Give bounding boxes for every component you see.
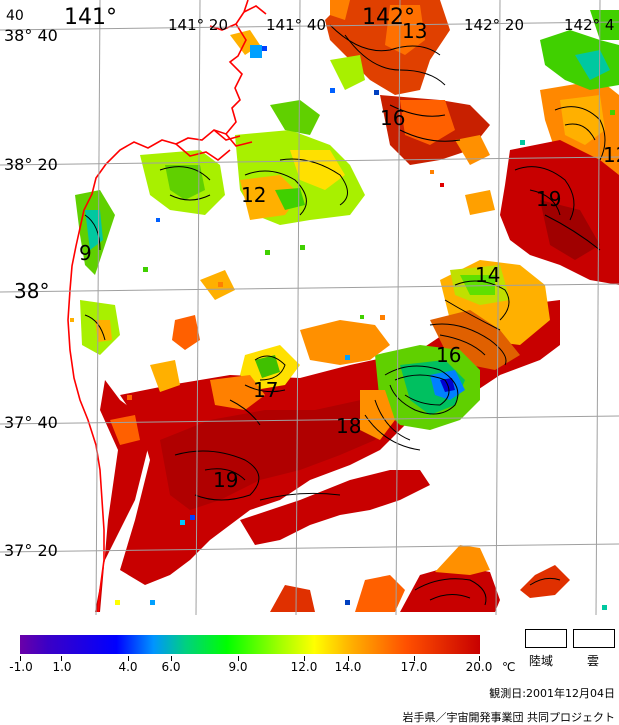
colorbar-tick (128, 656, 129, 661)
contour-lines (84, 24, 606, 606)
colorbar-tick (348, 656, 349, 661)
contour-14: 14 (475, 263, 500, 287)
colorbar-label-4: 4.0 (118, 660, 138, 674)
lon-142-4: 142° 4 (564, 16, 614, 34)
colorbar-label-minus-1: -1.0 (9, 660, 33, 674)
cloud-label: 雲 (587, 654, 600, 668)
colorbar-tick (61, 656, 62, 661)
contour-18: 18 (336, 414, 361, 438)
unit-label: ℃ (502, 660, 516, 674)
lon-141-20: 141° 20 (168, 16, 228, 34)
lon-141: 141° (64, 5, 117, 30)
lon-40: 40 (6, 8, 24, 24)
colorbar-tick (171, 656, 172, 661)
colorbar-label-17: 17.0 (400, 660, 428, 674)
colorbar-label-9: 9.0 (228, 660, 248, 674)
lat-37-40: 37° 40 (4, 413, 58, 432)
colorbar-tick (304, 656, 305, 661)
legend-panel: -1.0 1.0 4.0 6.0 9.0 12.0 14.0 17.0 20.0… (0, 615, 619, 725)
colorbar-label-14: 14.0 (334, 660, 362, 674)
colorbar-label-12: 12.0 (290, 660, 318, 674)
lat-38: 38° (14, 279, 49, 303)
lat-37-20: 37° 20 (4, 541, 58, 560)
colorbar-label-1: 1.0 (52, 660, 72, 674)
colorbar-label-20: 20.0 (465, 660, 493, 674)
lon-142-20: 142° 20 (464, 16, 524, 34)
contour-value-labels: 13 16 12 12 19 9 14 16 17 18 19 (79, 19, 619, 492)
land-swatch (525, 629, 567, 648)
contour-19-south: 19 (213, 468, 238, 492)
lat-38-40: 38° 40 (4, 26, 58, 45)
contour-12-west: 12 (241, 183, 266, 207)
lon-141-40: 141° 40 (266, 16, 326, 34)
contour-9: 9 (79, 241, 92, 265)
contour-16-north: 16 (380, 106, 405, 130)
contour-13: 13 (402, 19, 427, 43)
cloud-swatch (573, 629, 615, 648)
map-svg: 38° 40 38° 20 38° 37° 40 37° 20 40 141° … (0, 0, 619, 615)
temperature-colorbar (20, 635, 480, 654)
contour-17: 17 (253, 378, 278, 402)
lon-142: 142° (362, 5, 415, 30)
graticule (0, 0, 619, 615)
colorbar-tick (238, 656, 239, 661)
credit-line: 岩手県／宇宙開発事業団 共同プロジェクト (402, 711, 616, 724)
colorbar-tick (479, 656, 480, 661)
contour-12-east: 12 (603, 143, 619, 167)
colorbar-tick (414, 656, 415, 661)
colorbar-label-6: 6.0 (161, 660, 181, 674)
contour-16-south: 16 (436, 343, 461, 367)
sea-surface-temperature-map: 38° 40 38° 20 38° 37° 40 37° 20 40 141° … (0, 0, 619, 615)
land-label: 陸域 (529, 654, 554, 668)
colorbar-tick (20, 656, 21, 661)
observation-date: 観測日:2001年12月04日 (489, 687, 615, 700)
coastline (67, 0, 267, 613)
contour-19-east: 19 (536, 187, 561, 211)
graticule-labels: 38° 40 38° 20 38° 37° 40 37° 20 40 141° … (4, 5, 614, 560)
scatter-pixels (70, 46, 615, 610)
lat-38-20: 38° 20 (4, 155, 58, 174)
